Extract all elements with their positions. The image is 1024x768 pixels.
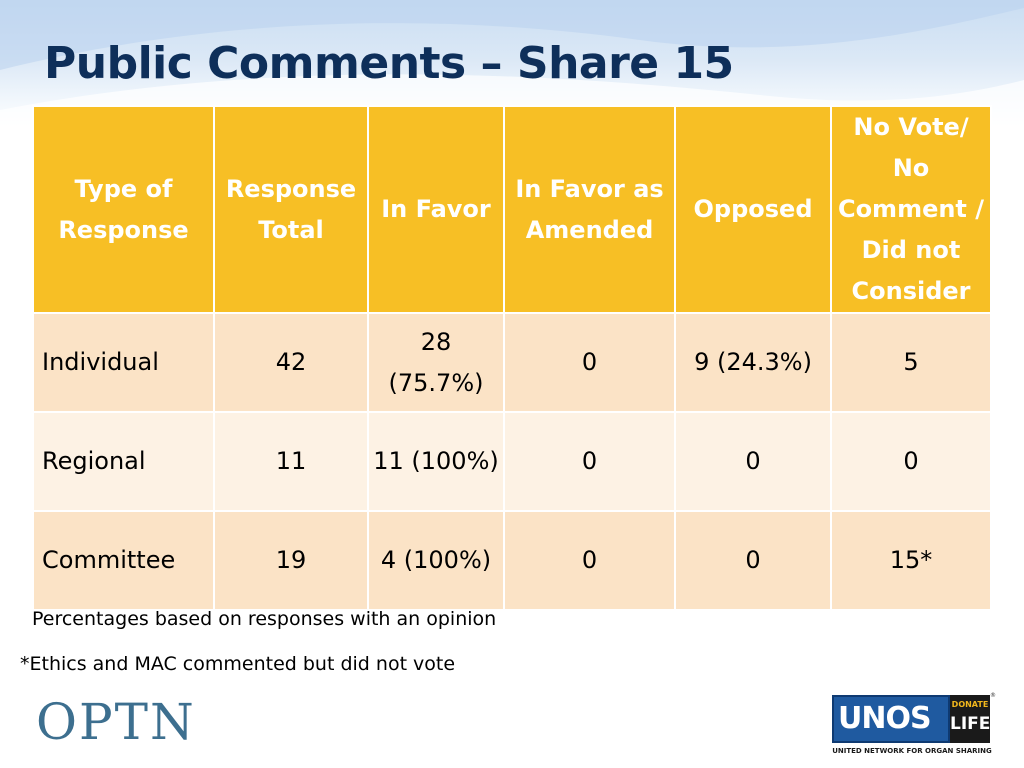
cell-total: 19: [213, 510, 369, 611]
header-opposed: Opposed: [674, 105, 832, 314]
donate-text: DONATE: [951, 700, 989, 709]
cell-no-vote: 15*: [830, 510, 992, 611]
cell-amended: 0: [503, 411, 676, 512]
cell-total: 42: [213, 312, 369, 413]
cell-type: Individual: [32, 312, 215, 413]
footnote-percentages: Percentages based on responses with an o…: [32, 608, 497, 630]
cell-in-favor: 4 (100%): [367, 510, 505, 611]
public-comments-table: Type of Response Response Total In Favor…: [32, 105, 992, 611]
cell-opposed: 9 (24.3%): [674, 312, 832, 413]
cell-opposed: 0: [674, 411, 832, 512]
optn-logo: OPTN: [36, 693, 196, 751]
registered-mark: ®: [990, 692, 996, 699]
header-type-of-response: Type of Response: [32, 105, 215, 314]
cell-opposed: 0: [674, 510, 832, 611]
table-row: Regional 11 11 (100%) 0 0 0: [32, 411, 992, 512]
cell-in-favor: 28 (75.7%): [367, 312, 505, 413]
header-no-vote: No Vote/ No Comment / Did not Consider: [830, 105, 992, 314]
cell-total: 11: [213, 411, 369, 512]
cell-no-vote: 5: [830, 312, 992, 413]
slide-title: Public Comments – Share 15: [44, 38, 734, 89]
unos-logo-box: UNOS: [832, 695, 950, 743]
life-text: LIFE: [950, 714, 991, 734]
unos-donate-life-logo: UNOS DONATE LIFE ® UNITED NETWORK FOR OR…: [832, 692, 996, 757]
header-in-favor-amended: In Favor as Amended: [503, 105, 676, 314]
table-header-row: Type of Response Response Total In Favor…: [32, 105, 992, 314]
donate-life-box: DONATE LIFE: [950, 695, 990, 743]
cell-type: Committee: [32, 510, 215, 611]
cell-in-favor: 11 (100%): [367, 411, 505, 512]
cell-no-vote: 0: [830, 411, 992, 512]
unos-wordmark: UNOS: [838, 701, 932, 736]
footnote-ethics: *Ethics and MAC commented but did not vo…: [20, 653, 456, 675]
cell-amended: 0: [503, 510, 676, 611]
header-response-total: Response Total: [213, 105, 369, 314]
cell-type: Regional: [32, 411, 215, 512]
table-row: Committee 19 4 (100%) 0 0 15*: [32, 510, 992, 611]
table-row: Individual 42 28 (75.7%) 0 9 (24.3%) 5: [32, 312, 992, 413]
header-in-favor: In Favor: [367, 105, 505, 314]
cell-amended: 0: [503, 312, 676, 413]
unos-tagline: UNITED NETWORK FOR ORGAN SHARING: [832, 747, 992, 755]
